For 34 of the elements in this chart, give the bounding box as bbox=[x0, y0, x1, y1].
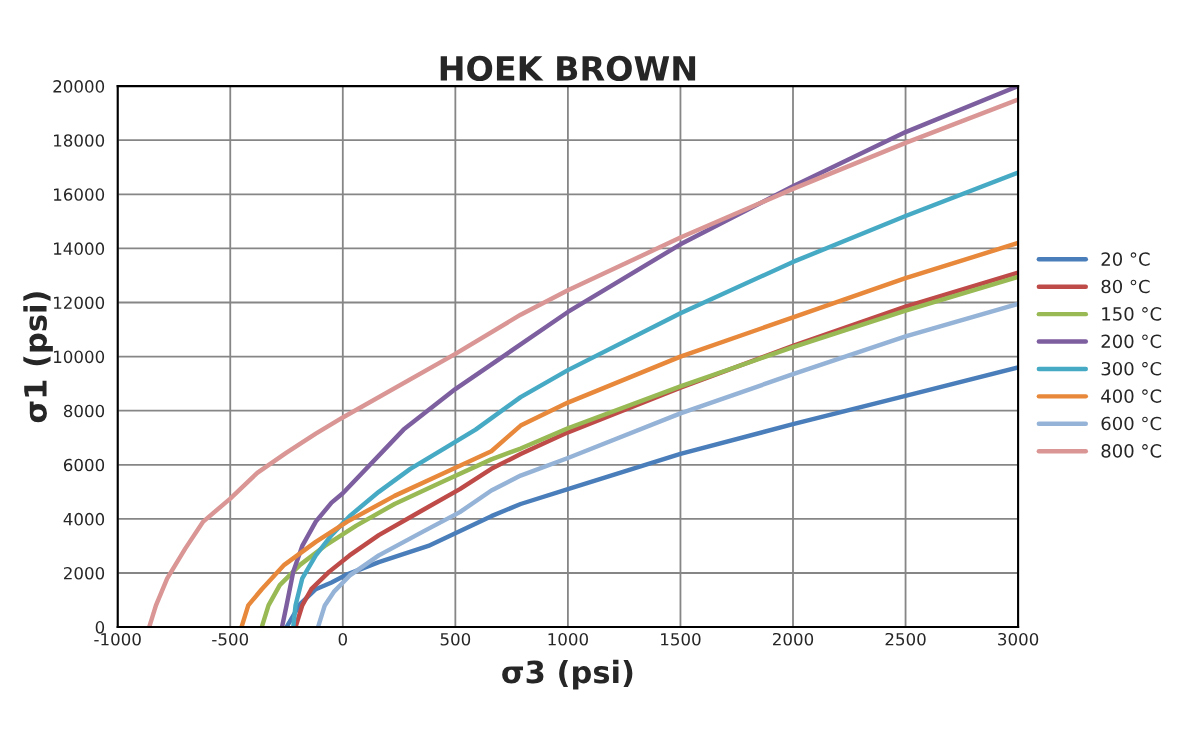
line-series bbox=[146, 97, 1019, 628]
x-tick-label: -500 bbox=[212, 632, 249, 646]
y-tick-label: 6000 bbox=[63, 458, 105, 472]
legend-label: 800 °C bbox=[1101, 444, 1162, 458]
x-tick-label: 500 bbox=[440, 632, 471, 646]
legend-label: 80 °C bbox=[1101, 279, 1150, 294]
y-tick-label: 4000 bbox=[63, 512, 105, 526]
y-tick-label: 20000 bbox=[53, 80, 105, 93]
legend-label: 200 °C bbox=[1101, 334, 1162, 349]
x-tick-label: 0 bbox=[338, 632, 347, 646]
legend-label: 600 °C bbox=[1101, 416, 1162, 431]
line-series bbox=[284, 365, 1019, 628]
legend-label: 300 °C bbox=[1101, 361, 1162, 376]
x-axis-title: σ3 (psi) bbox=[502, 659, 633, 690]
y-tick-label: 16000 bbox=[54, 188, 105, 201]
y-tick-label: 14000 bbox=[54, 242, 105, 255]
legend-label: 20 °C bbox=[1101, 252, 1150, 266]
y-tick-label: 2000 bbox=[64, 566, 105, 580]
legend-label: 150 °C bbox=[1102, 307, 1162, 321]
line-series bbox=[291, 170, 1019, 628]
y-tick-label: 0 bbox=[95, 621, 105, 634]
y-tick-label: 8000 bbox=[63, 404, 105, 418]
legend-label: 400 °C bbox=[1101, 389, 1162, 403]
y-axis-title: σ1 (psi) bbox=[23, 292, 53, 423]
y-tick-label: 12000 bbox=[54, 296, 105, 310]
x-tick-label: 1000 bbox=[548, 632, 588, 646]
x-tick-label: 2500 bbox=[885, 632, 926, 646]
x-tick-label: 2000 bbox=[773, 632, 814, 646]
chart-title: HOEK BROWN bbox=[440, 55, 696, 82]
y-tick-label: 10000 bbox=[54, 350, 105, 364]
x-tick-label: 1500 bbox=[661, 632, 701, 646]
x-tick-label: 3000 bbox=[998, 632, 1039, 646]
y-tick-label: 18000 bbox=[54, 134, 105, 147]
x-tick-label: -1000 bbox=[94, 632, 141, 646]
